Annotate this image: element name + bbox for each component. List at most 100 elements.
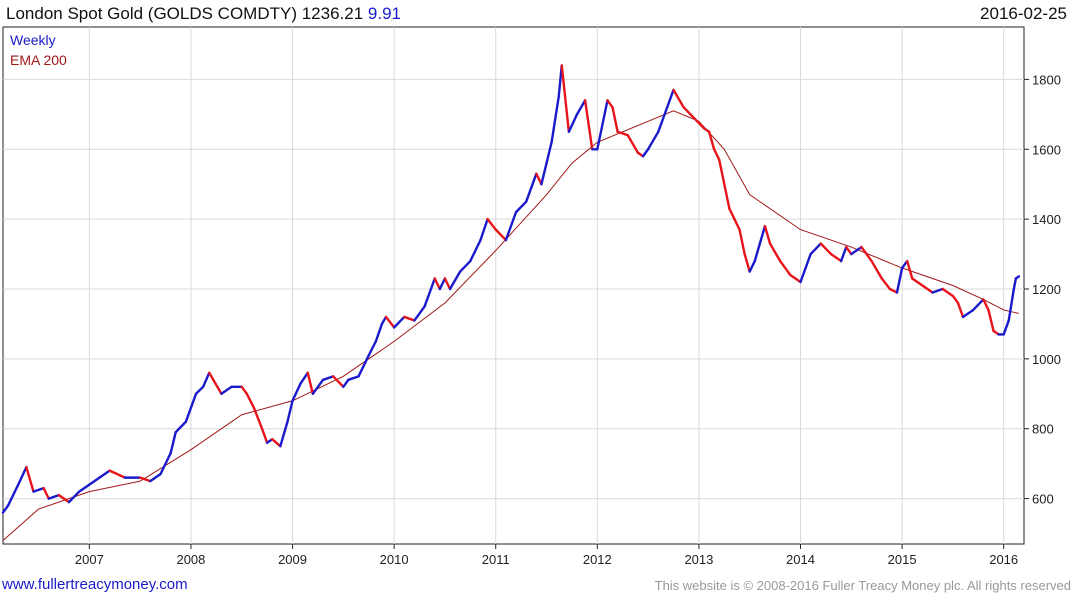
legend-ema: EMA 200 <box>10 52 67 68</box>
weekly-segment <box>311 378 325 395</box>
weekly-segment <box>692 116 706 130</box>
weekly-segment <box>1 504 10 514</box>
weekly-segment <box>789 273 802 284</box>
weekly-segment <box>291 382 302 402</box>
weekly-segment <box>524 172 538 203</box>
ema-series <box>2 110 1020 541</box>
weekly-segment <box>384 315 396 329</box>
weekly-segment <box>550 95 560 144</box>
weekly-segment <box>17 465 28 486</box>
y-tick-label: 1200 <box>1032 282 1061 297</box>
weekly-segment <box>184 392 198 423</box>
weekly-segment <box>47 493 61 500</box>
weekly-segment <box>931 287 944 294</box>
x-tick-label: 2012 <box>583 552 612 567</box>
weekly-segment <box>321 375 335 382</box>
weekly-segment <box>392 315 406 329</box>
chart-title: London Spot Gold (GOLDS COMDTY) 1236.21 … <box>6 4 401 24</box>
x-tick-label: 2013 <box>684 552 713 567</box>
footer-site-link[interactable]: www.fullertreacymoney.com <box>2 576 188 593</box>
plot-frame <box>2 26 1025 545</box>
weekly-segment <box>850 245 863 256</box>
weekly-segment <box>367 340 378 357</box>
weekly-segment <box>77 483 91 493</box>
weekly-segment <box>108 469 127 479</box>
weekly-segment <box>403 315 416 322</box>
weekly-segment <box>1007 287 1016 322</box>
weekly-segment <box>567 113 579 133</box>
weekly-segment <box>306 371 315 395</box>
y-axis: 600 800 1000 1200 1400 1600 1800 <box>1024 72 1061 507</box>
weekly-segment <box>201 371 211 389</box>
weekly-segment <box>545 141 553 165</box>
weekly-segment <box>413 305 426 322</box>
weekly-segment <box>1012 277 1018 291</box>
weekly-segment <box>657 102 670 133</box>
weekly-segment <box>32 486 45 493</box>
weekly-segment <box>921 284 934 294</box>
weekly-segment <box>423 277 436 308</box>
weekly-segment <box>149 472 162 483</box>
y-tick-label: 1400 <box>1032 212 1061 227</box>
weekly-segment <box>753 242 762 263</box>
x-tick-label: 2007 <box>75 552 104 567</box>
weekly-segment <box>433 277 442 291</box>
x-tick-label: 2008 <box>176 552 205 567</box>
weekly-segment <box>194 385 205 395</box>
weekly-segment <box>535 172 543 186</box>
chart-date: 2016-02-25 <box>980 4 1067 23</box>
weekly-segment <box>357 354 370 378</box>
weekly-segment <box>601 99 609 127</box>
weekly-segment <box>748 259 756 273</box>
weekly-segment <box>611 106 619 133</box>
y-tick-label: 1800 <box>1032 72 1061 87</box>
weekly-segment <box>809 242 823 256</box>
weekly-segment <box>347 375 360 382</box>
weekly-segment <box>743 252 751 273</box>
weekly-segment <box>829 252 843 263</box>
weekly-segment <box>138 476 152 483</box>
weekly-segment <box>469 238 482 263</box>
weekly-segment <box>220 385 233 395</box>
weekly-segment <box>299 371 309 385</box>
weekly-segment <box>169 431 177 455</box>
weekly-segment <box>504 210 518 242</box>
x-tick-label: 2011 <box>482 552 510 567</box>
weekly-segment <box>733 217 741 231</box>
y-tick-label: 1600 <box>1032 142 1061 157</box>
weekly-segment <box>88 476 101 486</box>
weekly-segment <box>443 277 452 291</box>
weekly-segment <box>494 228 508 242</box>
weekly-segment <box>895 266 904 294</box>
weekly-segment <box>271 438 282 448</box>
weekly-segment <box>252 406 264 430</box>
weekly-segment <box>641 148 650 158</box>
weekly-segment <box>956 301 965 319</box>
weekly-segment <box>763 224 772 245</box>
legend-weekly: Weekly <box>10 32 56 48</box>
weekly-segment <box>845 245 853 256</box>
weekly-segment <box>972 298 985 312</box>
weekly-segment <box>98 469 111 479</box>
weekly-segment <box>479 217 489 242</box>
weekly-segment <box>57 493 71 504</box>
weekly-segment <box>819 242 833 256</box>
weekly-segment <box>212 378 223 395</box>
y-tick-label: 800 <box>1032 422 1054 437</box>
weekly-segment <box>174 420 188 434</box>
weekly-segment <box>448 270 462 291</box>
weekly-segment <box>982 298 990 312</box>
weekly-segment <box>682 106 696 120</box>
y-tick-label: 600 <box>1032 492 1054 507</box>
grid-lines <box>3 27 1024 544</box>
weekly-segment <box>667 88 675 106</box>
weekly-segment <box>768 242 782 263</box>
y-tick-label: 1000 <box>1032 352 1061 367</box>
weekly-segment <box>260 427 269 444</box>
weekly-segment <box>25 465 35 493</box>
weekly-segment <box>514 200 528 214</box>
weekly-segment <box>438 277 447 291</box>
ema-line <box>2 110 1020 541</box>
x-tick-label: 2009 <box>278 552 307 567</box>
weekly-segment <box>728 207 736 221</box>
